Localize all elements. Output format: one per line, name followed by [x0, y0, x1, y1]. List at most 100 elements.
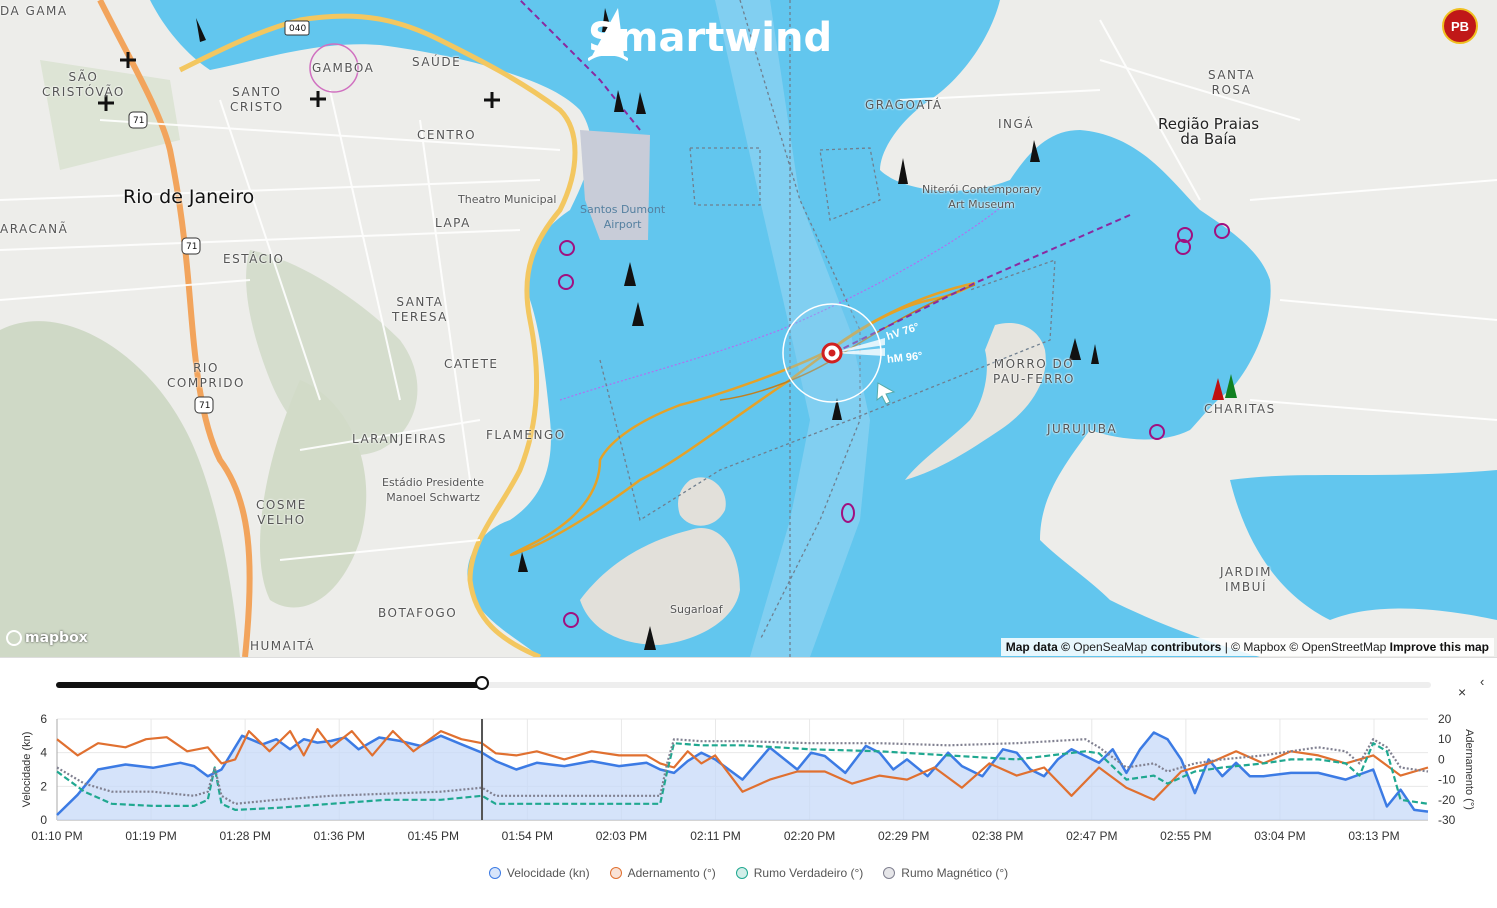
label-laranjeiras: LARANJEIRAS	[352, 432, 448, 446]
attribution-mapbox-link[interactable]: Mapbox	[1243, 640, 1287, 654]
y-right-axis-label: Adernamento (°)	[1463, 729, 1475, 810]
label-charitas: CHARITAS	[1204, 402, 1276, 416]
label-estacio: ESTÁCIO	[223, 252, 285, 266]
x-tick-label: 02:55 PM	[1160, 829, 1211, 843]
x-tick-label: 01:10 PM	[31, 829, 82, 843]
legend-item[interactable]: Velocidade (kn)	[488, 866, 590, 880]
label-centro: CENTRO	[417, 128, 477, 142]
attribution-openseamap-link[interactable]: OpenSeaMap	[1073, 640, 1148, 654]
label-gragoata: GRAGOATÁ	[865, 98, 943, 112]
x-tick-label: 01:36 PM	[314, 829, 365, 843]
close-button[interactable]: ×	[1458, 684, 1467, 700]
legend-item[interactable]: Rumo Verdadeiro (°)	[735, 866, 864, 880]
legend-label: Rumo Magnético (°)	[901, 866, 1009, 880]
x-tick-label: 02:47 PM	[1066, 829, 1117, 843]
legend-dot-icon	[883, 867, 896, 879]
label-estadio: Estádio Presidente Manoel Schwartz	[382, 476, 485, 504]
label-inga: INGÁ	[998, 117, 1035, 131]
series-area-velocidade	[57, 732, 1428, 820]
mapbox-logo-text: mapbox	[25, 630, 88, 646]
y-left-axis-label: Velocidade (kn)	[21, 732, 33, 808]
label-jurujuba: JURUJUBA	[1047, 422, 1118, 436]
map-attribution: Map data © OpenSeaMap contributors | © M…	[1000, 638, 1494, 656]
x-tick-label: 02:29 PM	[878, 829, 929, 843]
collapse-button[interactable]: ‹	[1480, 674, 1485, 689]
x-tick-label: 01:54 PM	[502, 829, 553, 843]
x-tick-label: 03:13 PM	[1348, 829, 1399, 843]
timeline-slider[interactable]	[56, 676, 1431, 690]
attribution-contributors: contributors	[1150, 640, 1222, 654]
label-botafogo: BOTAFOGO	[378, 606, 458, 620]
series-line	[56, 738, 1429, 805]
label-rio-comprido: RIO COMPRIDO	[167, 361, 245, 390]
label-gamboa: GAMBOA	[312, 61, 375, 75]
road-shield-71: 71	[186, 242, 198, 252]
legend-dot-icon	[735, 867, 748, 879]
x-tick-label: 02:20 PM	[784, 829, 835, 843]
series-line	[56, 728, 1429, 801]
label-regiao-praias: Região Praias da Baía	[1158, 115, 1260, 148]
y-right-tick-label: 20	[1438, 712, 1452, 726]
timeline-thumb[interactable]	[475, 676, 490, 690]
mapbox-mark-icon	[6, 630, 22, 646]
x-tick-label: 01:28 PM	[219, 829, 270, 843]
map-view[interactable]: DA GAMA SÃO CRISTÓVÃO SANTO CRISTO GAMBO…	[0, 0, 1497, 657]
map-canvas[interactable]	[0, 0, 1497, 657]
legend-item[interactable]: Adernamento (°)	[609, 866, 716, 880]
road-shield-040: 040	[289, 24, 307, 34]
label-niteroi-museum: Niterói Contemporary Art Museum	[922, 183, 1042, 211]
y-right-tick-label: -20	[1438, 793, 1456, 807]
label-humaita: HUMAITÁ	[250, 639, 316, 653]
legend-dot-icon	[609, 867, 622, 879]
series-line	[56, 731, 1429, 816]
app-badge-icon[interactable]: PB	[1442, 8, 1478, 44]
y-right-tick-label: -10	[1438, 773, 1456, 787]
y-left-tick-label: 0	[40, 813, 47, 827]
label-sugarloaf: Sugarloaf	[670, 603, 723, 616]
legend-dot-icon	[488, 867, 501, 879]
x-tick-label: 01:45 PM	[408, 829, 459, 843]
y-left-tick-label: 2	[40, 779, 47, 793]
improve-map-link[interactable]: Improve this map	[1389, 640, 1489, 654]
legend-label: Rumo Verdadeiro (°)	[753, 866, 864, 880]
timeline-progress	[56, 682, 483, 688]
label-flamengo: FLAMENGO	[486, 428, 566, 442]
road-shield-71: 71	[199, 401, 211, 411]
y-left-tick-label: 4	[40, 746, 47, 760]
y-right-tick-label: 0	[1438, 752, 1445, 766]
legend-item[interactable]: Rumo Magnético (°)	[883, 866, 1008, 880]
label-catete: CATETE	[444, 357, 499, 371]
y-right-tick-label: 10	[1438, 732, 1452, 746]
telemetry-chart[interactable]: 01:10 PM 01:19 PM 01:28 PM 01:36 PM 01:45 PM…	[0, 706, 1497, 866]
label-morro-pau-ferro: MORRO DO PAU-FERRO	[993, 357, 1075, 386]
x-tick-label: 02:38 PM	[972, 829, 1023, 843]
x-tick-label: 03:04 PM	[1254, 829, 1305, 843]
label-sao-cristovao: SÃO CRISTÓVÃO	[42, 70, 125, 99]
label-santa-rosa: SANTA ROSA	[1208, 68, 1256, 97]
series-line	[56, 742, 1429, 811]
y-right-tick-label: -30	[1438, 813, 1456, 827]
road-shield-71: 71	[133, 116, 145, 126]
label-santo-cristo: SANTO CRISTO	[230, 85, 284, 114]
label-rio-de-janeiro: Rio de Janeiro	[123, 186, 255, 208]
x-tick-label: 02:11 PM	[690, 829, 740, 843]
legend-label: Velocidade (kn)	[506, 866, 590, 880]
attribution-copy: ©	[1289, 640, 1299, 654]
label-santa-teresa: SANTA TERESA	[392, 295, 448, 324]
label-lapa: LAPA	[435, 216, 471, 230]
y-left-tick-label: 6	[40, 712, 47, 726]
attribution-prefix: Map data ©	[1005, 640, 1070, 654]
x-tick-label: 01:19 PM	[125, 829, 176, 843]
attribution-osm-link[interactable]: OpenStreetMap	[1301, 640, 1387, 654]
brand-name: Smartwind	[588, 15, 833, 61]
label-da-gama: DA GAMA	[0, 4, 68, 18]
label-cosme-velho: COSME VELHO	[256, 498, 307, 527]
legend-label: Adernamento (°)	[627, 866, 716, 880]
sail-logo-icon	[588, 8, 628, 62]
label-saude: SAÚDE	[412, 55, 462, 69]
mapbox-logo[interactable]: mapbox	[6, 630, 88, 646]
label-santos-dumont-airport: Santos Dumont Airport	[580, 203, 666, 231]
label-theatro-municipal: Theatro Municipal	[458, 193, 557, 206]
smartwind-logo: Smartwind	[588, 8, 832, 68]
label-jardim-imbui: JARDIM IMBUÍ	[1220, 565, 1273, 594]
